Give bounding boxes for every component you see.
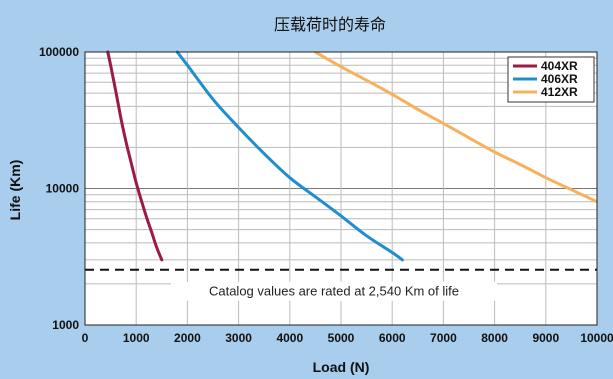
x-tick-label: 7000: [430, 331, 457, 345]
series-layer: [106, 50, 599, 262]
annotation-background: [171, 281, 497, 301]
x-axis-label: Load (N): [313, 359, 370, 375]
x-tick-label: 1000: [123, 331, 150, 345]
x-tick-label: 6000: [379, 331, 406, 345]
series-line-406xr: [175, 50, 404, 262]
legend-label: 404XR: [541, 59, 578, 73]
x-tick-label: 10000: [580, 331, 613, 345]
series-line-404xr: [106, 50, 164, 262]
x-tick-label: 2000: [174, 331, 201, 345]
x-tick-label: 0: [82, 331, 89, 345]
x-tick-label: 3000: [225, 331, 252, 345]
x-axis-ticks: 0 1000 2000 3000 4000 5000 6000 7000 8000 9000 100…: [82, 331, 613, 345]
y-tick-label: 100000: [39, 45, 79, 59]
x-tick-label: 4000: [276, 331, 303, 345]
series-line-412xr: [313, 50, 599, 204]
x-tick-label: 5000: [328, 331, 355, 345]
x-tick-label: 8000: [481, 331, 508, 345]
plot-frame: [84, 51, 598, 326]
y-tick-label: 10000: [46, 182, 80, 196]
y-axis-ticks: 1000 10000 100000: [39, 45, 79, 332]
reference-annotation: Catalog values are rated at 2,540 Km of …: [209, 284, 459, 299]
x-tick-label: 9000: [532, 331, 559, 345]
legend-label: 412XR: [541, 85, 578, 99]
y-axis-label: Life (Km): [7, 160, 23, 221]
legend-label: 406XR: [541, 72, 578, 86]
chart-title: 压载荷时的寿命: [274, 15, 386, 34]
y-tick-label: 1000: [52, 318, 79, 332]
